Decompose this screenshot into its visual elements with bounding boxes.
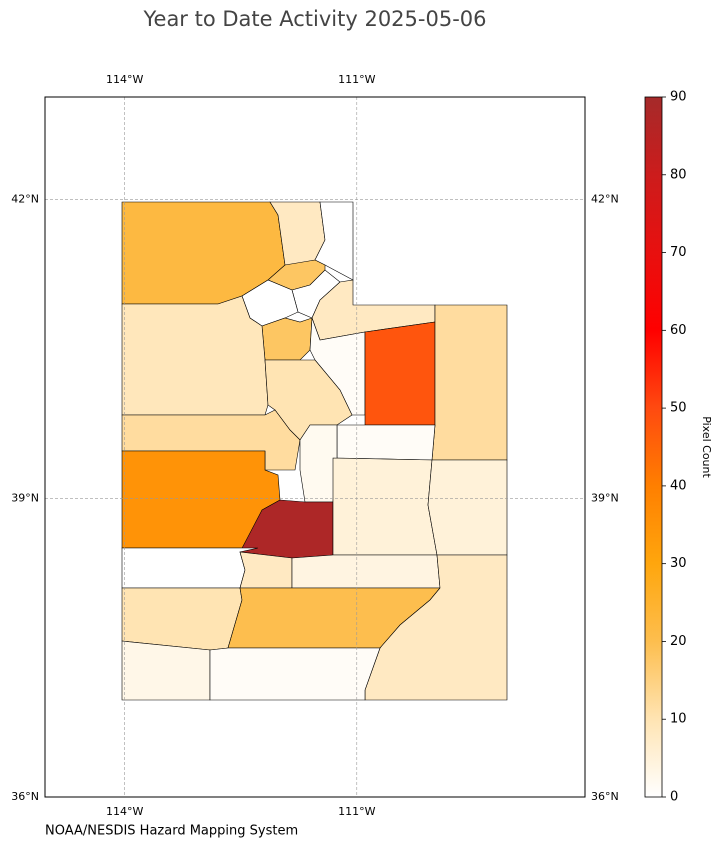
colorbar-tick-label: 90: [670, 90, 687, 105]
y-tick-label: 39°N: [11, 491, 39, 504]
x-tick-label: 111°W: [338, 73, 375, 86]
chart-title: Year to Date Activity 2025-05-06: [142, 7, 486, 31]
x-tick-label: 114°W: [106, 73, 143, 86]
colorbar-tick-label: 0: [670, 790, 678, 805]
county: [239, 551, 293, 589]
y-tick-label: 36°N: [591, 790, 619, 803]
county: [427, 459, 508, 556]
county: [336, 424, 436, 461]
county: [121, 295, 269, 416]
colorbar-label: Pixel Count: [700, 416, 713, 478]
county: [121, 640, 211, 701]
colorbar-tick-label: 60: [670, 323, 687, 338]
colorbar-tick-label: 10: [670, 712, 687, 727]
y-tick-label: 42°N: [591, 193, 619, 206]
colorbar-tick-label: 20: [670, 634, 687, 649]
county: [121, 547, 259, 589]
county: [261, 317, 313, 361]
colorbar-tick-label: 50: [670, 401, 687, 416]
y-tick-label: 39°N: [591, 491, 619, 504]
colorbar-tick-label: 30: [670, 556, 687, 571]
county: [291, 554, 441, 589]
county: [332, 457, 438, 556]
map-frame: [44, 96, 586, 798]
county: [364, 321, 436, 426]
y-tick-label: 36°N: [11, 790, 39, 803]
colorbar-tick-label: 70: [670, 245, 687, 260]
county: [431, 304, 508, 461]
county: [121, 587, 243, 651]
y-tick-label: 42°N: [11, 193, 39, 206]
source-note: NOAA/NESDIS Hazard Mapping System: [45, 824, 298, 839]
x-tick-label: 111°W: [338, 805, 375, 818]
colorbar: [644, 96, 663, 798]
colorbar-tick-label: 40: [670, 478, 687, 493]
county: [299, 424, 338, 503]
county: [209, 647, 381, 701]
x-tick-label: 114°W: [106, 805, 143, 818]
colorbar-tick-label: 80: [670, 167, 687, 182]
